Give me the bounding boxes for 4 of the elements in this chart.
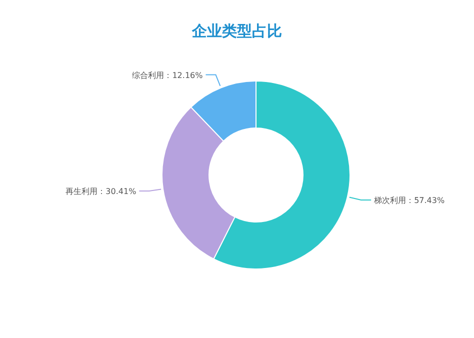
slice-label: 梯次利用：57.43%	[373, 196, 445, 205]
chart-title: 企业类型占比	[191, 22, 282, 40]
slice-label: 综合利用：12.16%	[132, 70, 204, 80]
slice-label: 再生利用：30.41%	[66, 186, 137, 196]
